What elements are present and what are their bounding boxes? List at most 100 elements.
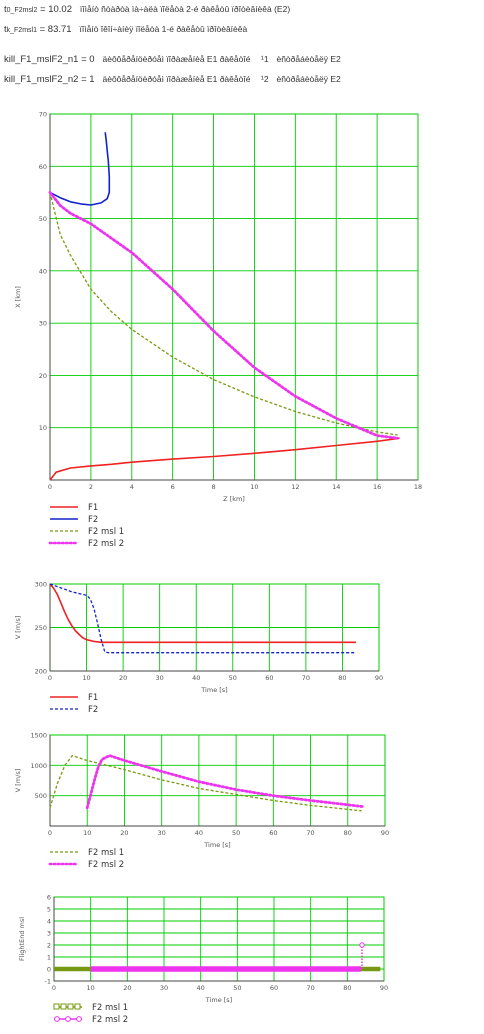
y-tick-label: 300	[35, 581, 47, 589]
x-axis-label: Z [km]	[223, 495, 245, 503]
x-tick-label: 40	[192, 674, 200, 682]
x-tick-label: 10	[87, 984, 95, 992]
legend-marker	[54, 1016, 60, 1022]
legend-marker	[74, 1003, 81, 1010]
plot-frame	[49, 113, 419, 481]
kill1-num: ¹1	[260, 54, 269, 64]
x-tick-label: 0	[48, 674, 52, 682]
x-tick-label: 20	[123, 984, 131, 992]
x-tick-label: 20	[119, 674, 127, 682]
y-tick-label: -1	[45, 978, 51, 986]
y-tick-label: 10	[39, 424, 47, 432]
series-line-F1	[49, 583, 356, 644]
series-line-F2	[49, 583, 356, 654]
x-tick-label: 60	[269, 829, 277, 837]
y-tick-label: 4	[47, 918, 51, 926]
legend-label: F1	[88, 503, 98, 513]
x-tick-label: 70	[306, 829, 314, 837]
x-tick-label: 60	[270, 984, 278, 992]
header-tk: tk_F2msl1 = 83.71 ïîìåíò îêîí÷àíèÿ ïîëåò…	[4, 24, 247, 35]
y-tick-label: 250	[35, 624, 47, 632]
y-tick-label: 1000	[30, 762, 47, 770]
x-tick-label: 18	[414, 483, 422, 491]
x-tick-label: 30	[160, 984, 168, 992]
legend-label: F2 msl 1	[92, 1003, 128, 1013]
x-tick-label: 70	[307, 984, 315, 992]
header-kill2: kill_F1_mslF2_n2 = 1 äèôôåðåíöèðóåì ïîðà…	[4, 74, 341, 85]
legend-label: F2 msl 2	[88, 539, 124, 549]
series-line-F2-msl-2	[48, 190, 400, 440]
tk-desc: ïîìåíò îêîí÷àíèÿ ïîëåòà 1-é ðàêåòû ïðîòè…	[79, 24, 248, 34]
kill1-desc: äèôôåðåíöèðóåì ïîðàæåíèå E1 ðàêåòîé	[102, 54, 251, 64]
legend-label: F2	[88, 705, 98, 715]
y-tick-label: 2	[47, 942, 51, 950]
series-line-F2-msl-1	[49, 754, 362, 812]
y-tick-label: 200	[35, 668, 47, 676]
series-marker	[359, 942, 365, 948]
legend-label: F2 msl 1	[88, 527, 124, 537]
legend-label: F2 msl 2	[92, 1015, 128, 1025]
kill2-num: ¹2	[260, 74, 269, 84]
x-tick-label: 2	[89, 483, 93, 491]
x-tick-label: 90	[380, 984, 388, 992]
legend-label: F2 msl 2	[88, 860, 124, 870]
t0-desc: ïîìåíò ñòàðòà ìà÷àëà ïîëåòà 2-é ðàêåòû ï…	[79, 4, 291, 14]
y-tick-label: 0	[47, 966, 51, 974]
t0-label: t	[4, 4, 7, 15]
y-axis-label: V [m/s]	[14, 769, 22, 793]
x-tick-label: 50	[233, 984, 241, 992]
x-tick-label: 4	[130, 483, 134, 491]
legend-marker	[60, 1003, 67, 1010]
y-tick-label: 6	[47, 894, 51, 902]
kill2-desc: äèôôåðåíöèðóåì ïîðàæåíèå E1 ðàêåòîé	[102, 74, 251, 84]
tk-value: = 83.71	[39, 24, 72, 35]
x-tick-label: 30	[156, 674, 164, 682]
y-tick-label: 1500	[30, 732, 47, 740]
x-axis-label: Time [s]	[203, 841, 230, 849]
x-tick-label: 40	[195, 829, 203, 837]
kill2-label: kill_F1_mslF2_n2 = 1	[4, 74, 95, 85]
kill2-tail: èñòðåáèòåëÿ E2	[276, 74, 341, 84]
tk-label: t	[4, 24, 7, 35]
y-tick-label: 60	[39, 163, 47, 171]
x-tick-label: 80	[343, 984, 351, 992]
x-tick-label: 6	[171, 483, 175, 491]
y-axis-label: V [m/s]	[14, 616, 22, 640]
x-tick-label: 90	[381, 829, 389, 837]
y-axis-label: X [km]	[14, 286, 22, 308]
x-tick-label: 50	[232, 829, 240, 837]
x-tick-label: 0	[48, 829, 52, 837]
t0-sub: 0_F2msl2	[6, 7, 38, 14]
x-tick-label: 16	[373, 483, 381, 491]
y-tick-label: 500	[35, 792, 47, 800]
x-tick-label: 0	[52, 984, 56, 992]
series-line-F2	[49, 132, 111, 206]
legend-label: F2 msl 1	[88, 848, 124, 858]
x-tick-label: 30	[158, 829, 166, 837]
x-tick-label: 8	[211, 483, 215, 491]
y-tick-label: 1	[47, 954, 51, 962]
header-kill1: kill_F1_mslF2_n1 = 0 äèôôåðåíöèðóåì ïîðà…	[4, 54, 341, 65]
chart-vmsl: F2 msl 1 F2 msl 2	[48, 734, 386, 870]
kill1-label: kill_F1_mslF2_n1 = 0	[4, 54, 95, 65]
series-line-F1	[49, 437, 400, 481]
tk-sub: k_F2msl1	[6, 27, 37, 34]
x-tick-label: 40	[197, 984, 205, 992]
x-tick-label: 10	[250, 483, 258, 491]
chart-xz: F1 F2 F2 msl 1 F2 msl 2	[48, 113, 419, 549]
x-tick-label: 60	[265, 674, 273, 682]
y-axis-label: FlightEnd msl	[18, 917, 26, 961]
legend-marker	[53, 1003, 60, 1010]
x-tick-label: 20	[120, 829, 128, 837]
y-tick-label: 3	[47, 930, 51, 938]
series-line-F2-msl-2	[85, 754, 365, 810]
y-tick-label: 5	[47, 906, 51, 914]
x-tick-label: 70	[302, 674, 310, 682]
plot-frame	[49, 734, 386, 827]
y-tick-label: 50	[39, 215, 47, 223]
x-axis-label: Time [s]	[205, 996, 232, 1004]
x-tick-label: 50	[229, 674, 237, 682]
series-line-F2-msl-1	[49, 192, 398, 436]
